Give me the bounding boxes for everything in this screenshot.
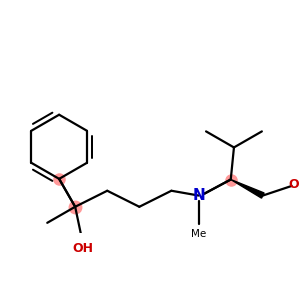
Text: O: O <box>288 178 298 191</box>
Text: Me: Me <box>191 229 206 239</box>
Polygon shape <box>231 179 264 198</box>
Text: N: N <box>192 188 205 203</box>
Text: OH: OH <box>73 242 94 255</box>
